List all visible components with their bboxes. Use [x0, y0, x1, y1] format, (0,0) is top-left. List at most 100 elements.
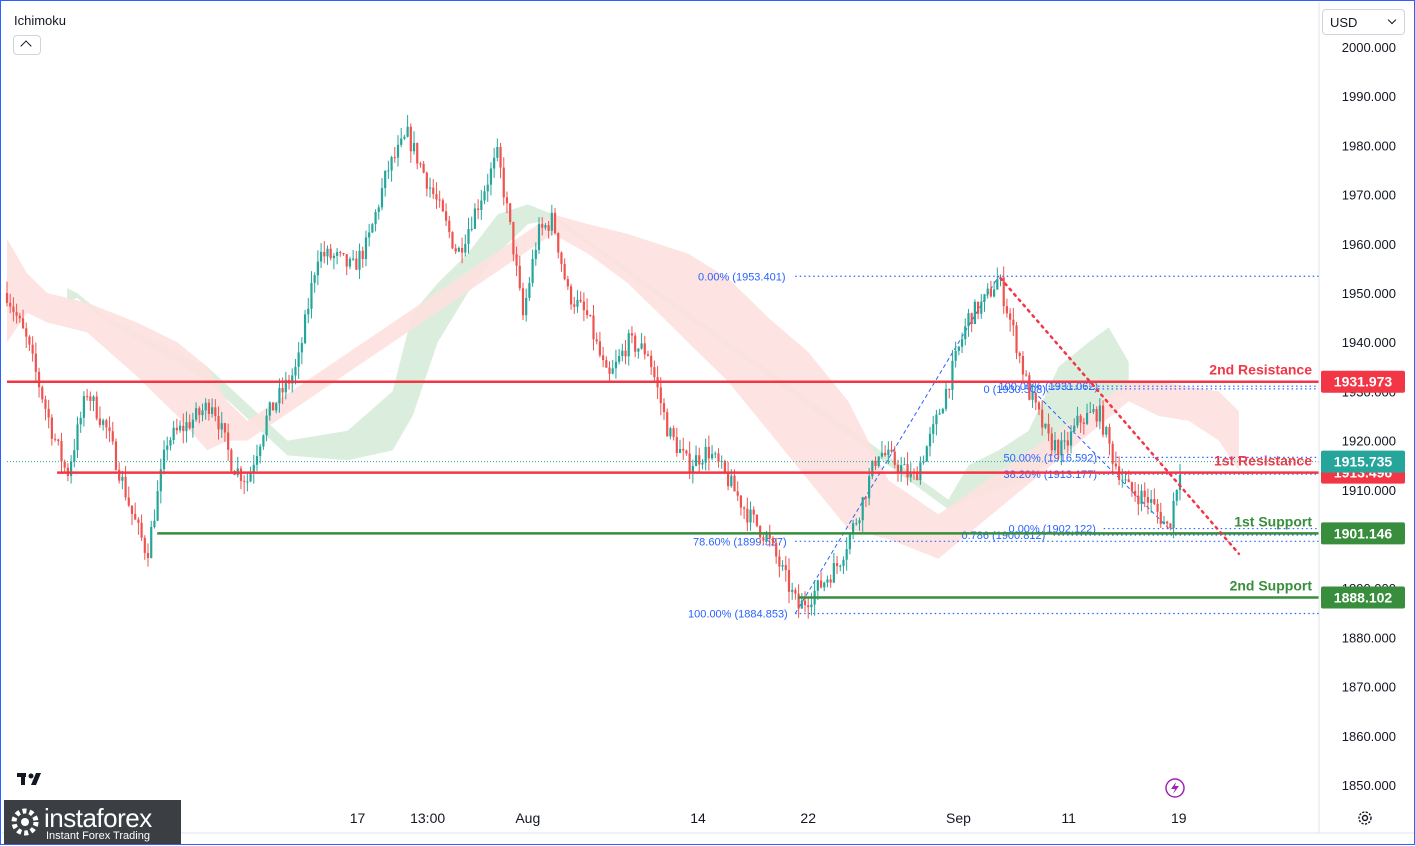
candle[interactable]: [662, 398, 666, 420]
candle[interactable]: [1044, 423, 1047, 430]
candle[interactable]: [1041, 400, 1044, 436]
candle[interactable]: [537, 217, 541, 254]
candle[interactable]: [477, 199, 480, 220]
candle[interactable]: [682, 437, 685, 460]
candle[interactable]: [970, 312, 973, 333]
candle[interactable]: [669, 426, 672, 440]
candle[interactable]: [743, 506, 746, 520]
candle[interactable]: [726, 461, 730, 491]
candle[interactable]: [877, 456, 880, 468]
candle[interactable]: [451, 231, 454, 250]
candle[interactable]: [28, 335, 31, 351]
candle[interactable]: [544, 223, 547, 231]
candle[interactable]: [1137, 484, 1140, 516]
candle[interactable]: [1162, 515, 1166, 525]
candle[interactable]: [944, 380, 948, 412]
candle[interactable]: [884, 445, 887, 457]
candle[interactable]: [82, 391, 86, 427]
candle[interactable]: [848, 531, 851, 555]
candle[interactable]: [845, 537, 848, 571]
candle[interactable]: [528, 276, 531, 301]
candle[interactable]: [707, 435, 710, 471]
candle[interactable]: [249, 466, 252, 483]
candle[interactable]: [896, 459, 900, 482]
candle[interactable]: [749, 501, 752, 531]
candle[interactable]: [1117, 456, 1121, 486]
trendline[interactable]: [999, 276, 1241, 556]
candle[interactable]: [412, 131, 416, 155]
candle[interactable]: [957, 345, 960, 356]
candle[interactable]: [243, 475, 246, 495]
candle[interactable]: [1146, 488, 1150, 515]
candle[interactable]: [79, 411, 82, 433]
candle[interactable]: [672, 425, 675, 441]
candle[interactable]: [31, 336, 34, 362]
candle[interactable]: [403, 134, 406, 141]
candle[interactable]: [634, 332, 637, 358]
candle[interactable]: [810, 592, 813, 616]
candle[interactable]: [960, 332, 964, 354]
level-1st-resistance[interactable]: 1st Resistance: [57, 453, 1319, 474]
candle[interactable]: [143, 535, 146, 560]
candle[interactable]: [582, 292, 585, 322]
candle[interactable]: [630, 326, 634, 344]
candle[interactable]: [797, 584, 800, 618]
candle[interactable]: [579, 291, 582, 304]
candle[interactable]: [515, 246, 518, 277]
candle[interactable]: [868, 467, 871, 506]
candle[interactable]: [159, 458, 162, 504]
candle[interactable]: [983, 293, 986, 312]
candle[interactable]: [313, 272, 316, 293]
candle[interactable]: [550, 204, 553, 236]
candle[interactable]: [1114, 451, 1117, 470]
candle[interactable]: [53, 433, 57, 442]
candle[interactable]: [307, 297, 310, 324]
candle[interactable]: [207, 398, 211, 421]
candle[interactable]: [178, 420, 182, 433]
candle[interactable]: [223, 422, 227, 442]
candle[interactable]: [980, 294, 983, 319]
candle[interactable]: [92, 395, 95, 412]
candle[interactable]: [826, 575, 829, 588]
candle[interactable]: [675, 427, 678, 457]
candle[interactable]: [1159, 502, 1162, 528]
candle[interactable]: [1031, 384, 1034, 408]
candle[interactable]: [1076, 406, 1079, 429]
candle[interactable]: [211, 398, 214, 418]
candle[interactable]: [566, 275, 569, 291]
price-tag-1st-support[interactable]: 1901.146: [1321, 522, 1405, 545]
candle[interactable]: [384, 170, 387, 197]
candle[interactable]: [650, 350, 653, 376]
candle[interactable]: [787, 558, 791, 604]
candle[interactable]: [1047, 413, 1050, 442]
candle[interactable]: [861, 496, 864, 532]
candle[interactable]: [336, 247, 339, 265]
candle[interactable]: [57, 438, 60, 446]
candle[interactable]: [1153, 488, 1156, 506]
candle[interactable]: [467, 217, 470, 254]
candle[interactable]: [976, 301, 980, 320]
candle[interactable]: [710, 445, 714, 461]
candle[interactable]: [832, 552, 835, 584]
candle[interactable]: [1050, 427, 1053, 456]
candle[interactable]: [268, 401, 271, 421]
candle[interactable]: [1166, 520, 1169, 530]
candle[interactable]: [935, 409, 938, 436]
candle[interactable]: [1101, 400, 1105, 438]
candle[interactable]: [1082, 417, 1085, 435]
candle[interactable]: [624, 340, 627, 365]
downtrend-line[interactable]: [999, 276, 1241, 556]
candle[interactable]: [560, 251, 563, 272]
candle[interactable]: [1143, 482, 1146, 508]
candle[interactable]: [432, 179, 435, 199]
candle[interactable]: [1172, 492, 1175, 539]
candle[interactable]: [778, 549, 781, 578]
price-tag-2nd-resistance[interactable]: 1931.973: [1321, 370, 1405, 393]
candle[interactable]: [919, 456, 922, 485]
candle[interactable]: [1057, 438, 1060, 461]
candle[interactable]: [41, 385, 44, 404]
candle[interactable]: [1018, 351, 1021, 364]
candle[interactable]: [18, 312, 21, 323]
candle[interactable]: [819, 571, 823, 589]
candle[interactable]: [589, 314, 592, 317]
